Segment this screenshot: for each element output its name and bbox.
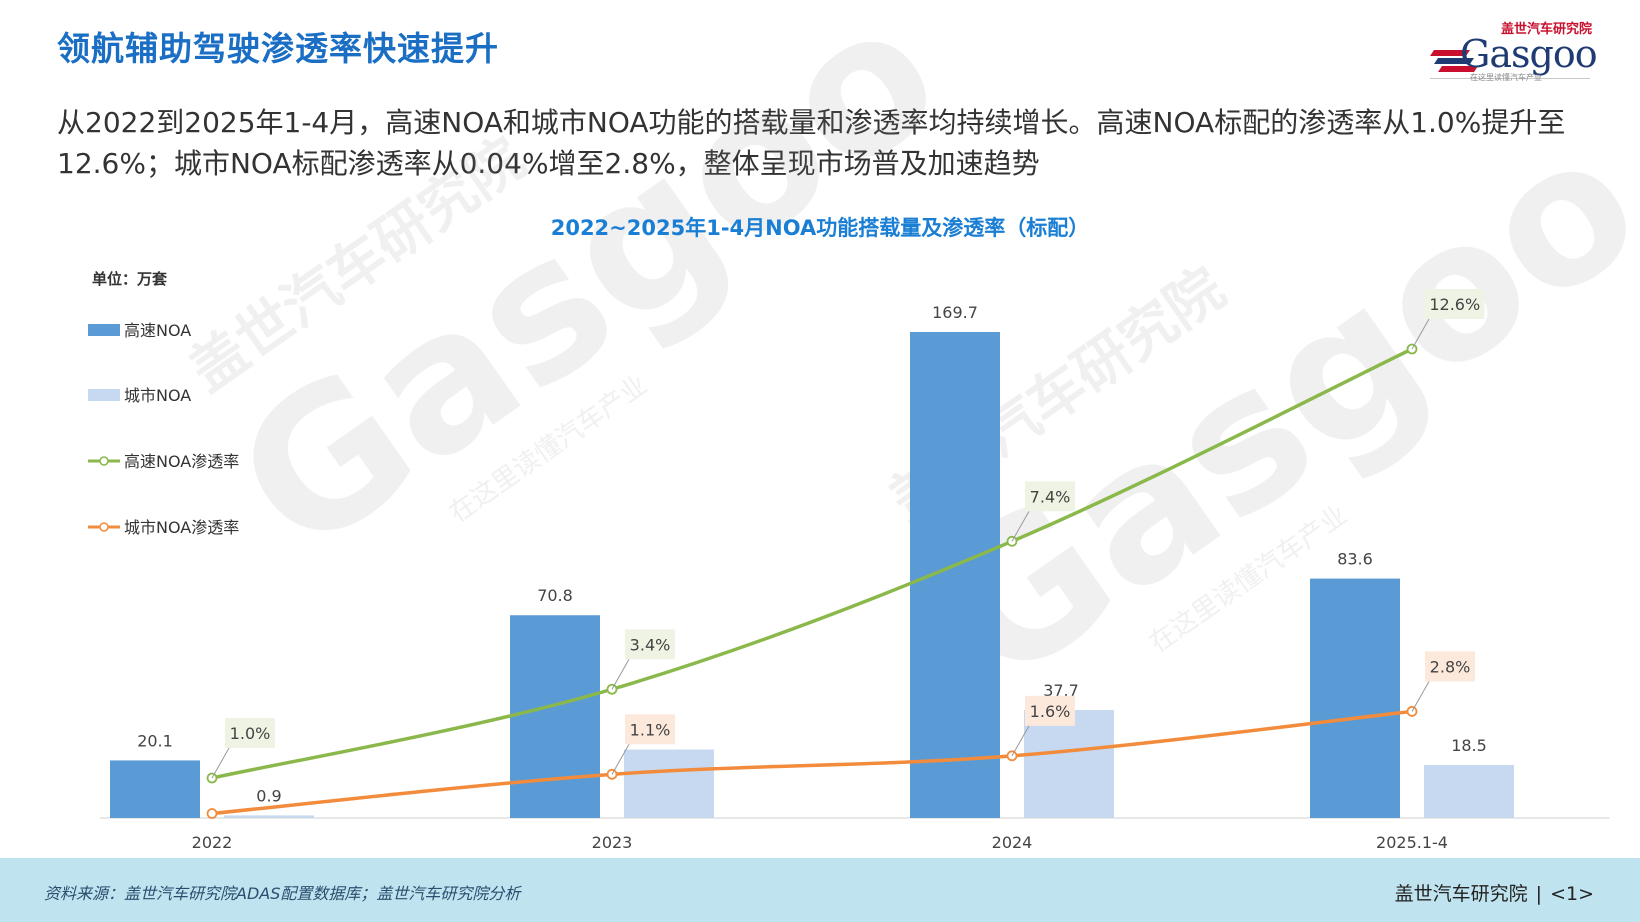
leader-line	[611, 744, 630, 775]
data-label-box	[625, 629, 675, 660]
x-tick-label: 2023	[592, 833, 633, 852]
legend-label-1: 城市NOA	[124, 386, 191, 405]
footer-separator: |	[1535, 883, 1543, 905]
page-title: 领航辅助驾驶渗透率快速提升	[57, 29, 499, 68]
bar-highway-noa	[510, 615, 600, 818]
page-number: <1>	[1550, 883, 1594, 905]
data-label-box	[1025, 695, 1075, 726]
footer-bar: 资料来源：盖世汽车研究院ADAS配置数据库；盖世汽车研究院分析 盖世汽车研究院 |…	[0, 858, 1640, 922]
x-tick-label: 2024	[992, 833, 1033, 852]
bar-highway-noa	[110, 760, 200, 818]
x-tick-label: 2022	[192, 833, 233, 852]
noa-chart: 20.10.9202270.823.92023169.737.7202483.6…	[88, 289, 1610, 852]
leader-line	[211, 747, 230, 779]
footer-brand: 盖世汽车研究院 | <1>	[1395, 879, 1594, 906]
leader-line	[1411, 318, 1430, 350]
bar-highway-noa	[910, 332, 1000, 818]
data-label-cr: 1.1%	[630, 720, 671, 739]
logo-cn-text: 盖世汽车研究院	[1500, 22, 1592, 37]
bar-label-city-noa: 37.7	[1043, 681, 1079, 700]
data-label-hr: 7.4%	[1030, 487, 1071, 506]
bar-highway-noa	[1310, 578, 1400, 818]
legend-label-3: 城市NOA渗透率	[124, 518, 239, 537]
logo-divider	[1430, 78, 1590, 79]
footer-brand-name: 盖世汽车研究院	[1394, 883, 1528, 905]
unit-label: 单位：万套	[92, 270, 168, 288]
bar-city-noa	[224, 815, 314, 818]
gasgoo-logo: 盖世汽车研究院 Gasgoo 在这里读懂汽车产业	[1430, 18, 1600, 84]
source-note: 资料来源：盖世汽车研究院ADAS配置数据库；盖世汽车研究院分析	[44, 884, 521, 903]
data-label-box	[1025, 481, 1075, 512]
leader-line	[1411, 681, 1430, 712]
legend-swatch-0	[88, 324, 120, 336]
summary-text: 从2022到2025年1-4月，高速NOA和城市NOA功能的搭载量和渗透率均持续…	[57, 106, 1566, 180]
bar-city-noa	[1424, 765, 1514, 818]
bar-label-highway-noa: 83.6	[1337, 550, 1373, 569]
bar-city-noa	[1024, 710, 1114, 818]
leader-line	[1011, 725, 1030, 757]
data-label-box	[1425, 651, 1475, 682]
leader-line	[1011, 511, 1030, 542]
line-city-noa-rate	[211, 709, 1413, 816]
legend-swatch-1	[88, 389, 120, 401]
legend-label-2: 高速NOA渗透率	[124, 452, 239, 471]
logo-tagline: 在这里读懂汽车产业	[1470, 73, 1542, 82]
data-label-box	[625, 714, 675, 745]
data-label-cr: 1.6%	[1030, 702, 1071, 721]
data-label-cr: 2.8%	[1430, 657, 1471, 676]
line-highway-noa-rate	[211, 347, 1413, 780]
bar-label-highway-noa: 169.7	[932, 303, 978, 322]
legend-marker-2	[99, 456, 109, 466]
bar-label-highway-noa: 70.8	[537, 586, 573, 605]
leader-line	[611, 659, 630, 690]
data-label-hr: 3.4%	[630, 635, 671, 654]
data-label-box	[225, 718, 275, 749]
bar-city-noa	[624, 749, 714, 818]
data-label-box	[1425, 289, 1485, 319]
chart-title: 2022~2025年1-4月NOA功能搭载量及渗透率（标配）	[550, 216, 1090, 240]
logo-flag-icon	[1430, 50, 1478, 72]
x-tick-label: 2025.1-4	[1376, 833, 1448, 852]
data-label-hr: 1.0%	[230, 724, 271, 743]
data-label-hr: 12.6%	[1429, 295, 1480, 314]
legend-marker-3	[99, 522, 109, 532]
logo-wordmark: Gasgoo	[1460, 32, 1598, 76]
bar-label-highway-noa: 20.1	[137, 731, 173, 750]
legend-label-0: 高速NOA	[124, 321, 191, 340]
bar-label-city-noa: 18.5	[1451, 736, 1487, 755]
bar-label-city-noa: 0.9	[256, 786, 281, 805]
point-city-noa-rate	[206, 808, 218, 819]
